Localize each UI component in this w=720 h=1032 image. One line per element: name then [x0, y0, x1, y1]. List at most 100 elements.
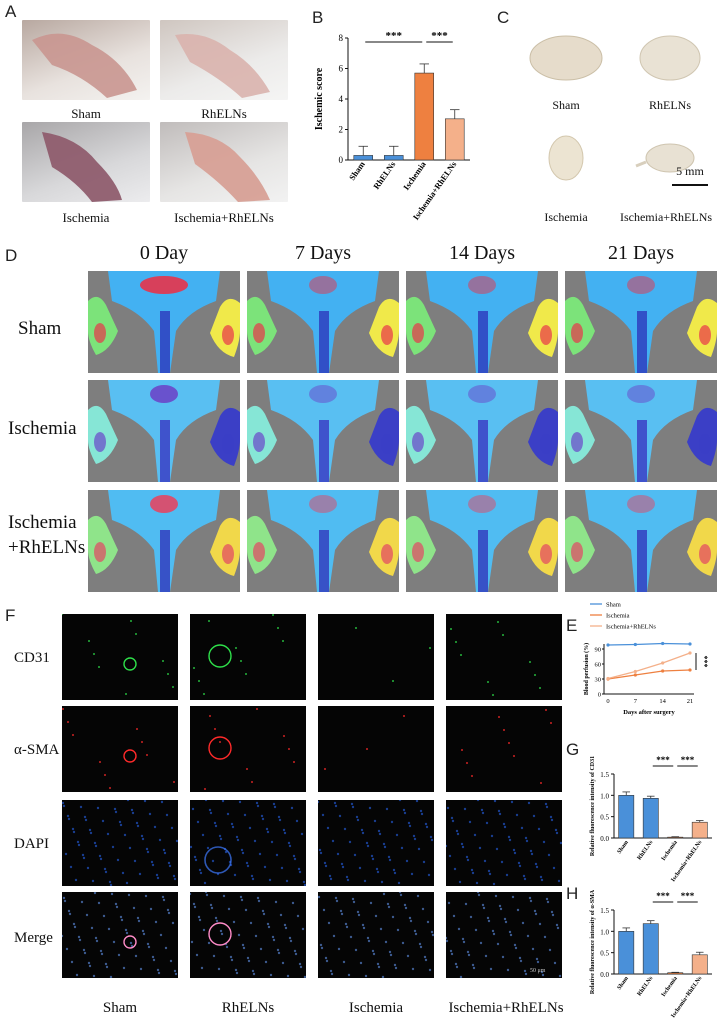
fluorescence-image — [446, 614, 562, 700]
panel-d-label: D — [5, 246, 18, 265]
series-point — [606, 643, 610, 647]
y-axis-label: Blood perfusion (%) — [583, 643, 590, 695]
bar-ischemia — [414, 72, 435, 161]
photo-c-ischemia-rhelns — [626, 118, 714, 198]
x-tick-label: 14 — [659, 698, 666, 705]
legend-label: Sham — [606, 602, 621, 609]
scale-bar-c — [672, 184, 708, 186]
laser-doppler-image — [88, 271, 240, 373]
series-point — [661, 669, 665, 673]
col-d-1: 7 Days — [294, 242, 352, 264]
fluorescence-image — [62, 800, 178, 886]
x-axis-label: Days after surgery — [623, 709, 675, 716]
photo-c-ischemia — [522, 118, 610, 198]
y-tick-label: 0.5 — [600, 950, 609, 958]
laser-doppler-image — [406, 271, 558, 373]
fluorescence-image — [62, 706, 178, 792]
fluorescence-image — [190, 614, 306, 700]
series-point — [633, 642, 637, 647]
row-d-ischemia-rhelns-2: +RhELNs — [8, 537, 86, 558]
caption-c-sham: Sham — [552, 98, 580, 112]
panel-h-label: H — [566, 884, 579, 903]
fluorescence-image — [318, 892, 434, 978]
col-d-0: 0 Day — [139, 242, 189, 264]
caption-c-rhelns: RhELNs — [649, 98, 691, 112]
y-tick-label: 1.0 — [600, 792, 609, 800]
y-axis-label: Relative fluorescence intensity of α-SMA — [590, 889, 596, 994]
x-tick-label: Sham — [617, 840, 630, 855]
bar-rhelns — [383, 155, 404, 161]
caption-c-ischemia-rhelns: Ischemia+RhELNs — [619, 210, 713, 224]
series-line-0 — [607, 642, 691, 646]
y-tick-label: 2 — [339, 125, 344, 135]
bar-rhelns — [642, 798, 659, 839]
significance-label: *** — [681, 891, 695, 901]
row-d-sham: Sham — [18, 318, 62, 339]
legend-label: Ischemia+RhELNs — [606, 624, 656, 631]
significance-label: *** — [681, 755, 695, 765]
y-tick-label: 0.5 — [600, 814, 609, 822]
scale-bar-c-label: 5 mm — [676, 164, 704, 178]
x-tick-label: 7 — [634, 698, 638, 705]
y-tick-label: 1.5 — [600, 907, 609, 915]
laser-doppler-image — [565, 271, 717, 373]
series-point — [688, 642, 692, 646]
series-point — [606, 676, 610, 681]
x-tick-label: RhELNs — [637, 975, 655, 997]
bar-ischemia-rhelns — [691, 821, 708, 839]
laser-doppler-image — [88, 490, 240, 592]
series-point — [633, 669, 637, 674]
y-tick-label: 0 — [339, 155, 344, 165]
fluorescence-image — [318, 706, 434, 792]
x-tick-label: RhELNs — [637, 839, 655, 861]
laser-doppler-image — [247, 490, 399, 592]
bar-sham — [618, 795, 635, 839]
x-tick-label: Ischemia — [401, 159, 428, 192]
caption-a-ischemia: Ischemia — [62, 210, 110, 225]
fluorescence-image — [62, 892, 178, 978]
y-tick-label: 30 — [595, 677, 602, 684]
panel-c-label: C — [497, 8, 510, 27]
fluorescence-image — [190, 706, 306, 792]
photo-c-sham — [522, 22, 610, 94]
panel-a-label: A — [5, 2, 17, 21]
fluorescence-image — [446, 892, 562, 978]
x-tick-label: Sham — [617, 976, 630, 991]
series-point — [661, 661, 665, 665]
y-tick-label: 6 — [339, 64, 344, 74]
chart-g-cd31: 0.0 0.5 1.0 1.5 Relative fluorescence intens… — [590, 755, 712, 883]
series-point — [661, 641, 665, 646]
scale-bar-f-label: 50 μm — [530, 968, 546, 974]
fluorescence-image — [190, 892, 306, 978]
y-axis-label: Relative fluorescence intensity of CD31 — [590, 756, 596, 856]
x-tick-label: Ischemia — [661, 976, 679, 998]
significance-label: *** — [656, 755, 670, 765]
bar-rhelns — [642, 923, 659, 975]
photo-c-rhelns — [626, 22, 714, 94]
x-tick-label: 0 — [606, 698, 609, 705]
chart-h-asma: 0.0 0.5 1.0 1.5 Relative fluorescence intens… — [590, 889, 712, 1019]
significance-label: *** — [431, 30, 448, 42]
caption-a-sham: Sham — [71, 106, 101, 121]
laser-doppler-image — [247, 380, 399, 482]
col-f-ischemia: Ischemia — [348, 1000, 404, 1016]
x-tick-label: Sham — [347, 159, 367, 182]
x-tick-label: 21 — [687, 698, 694, 705]
panel-g-label: G — [566, 740, 580, 759]
bar-ischemia-rhelns — [691, 954, 708, 975]
photo-sham-paw — [22, 20, 150, 100]
bar-sham — [353, 155, 374, 161]
row-f-merge: Merge — [14, 930, 53, 946]
y-tick-label: 8 — [339, 33, 344, 43]
bar-ischemia-rhelns — [444, 118, 465, 161]
photo-ischemia-paw — [22, 122, 150, 202]
y-tick-label: 0.0 — [600, 971, 609, 979]
bar-sham — [618, 931, 635, 975]
photo-rhelns-paw — [160, 20, 288, 100]
y-axis-label: Ischemic score — [314, 67, 325, 130]
photo-ischemia-rhelns-paw — [160, 122, 288, 202]
series-point — [633, 673, 637, 677]
bar-ischemia — [667, 972, 684, 975]
significance-label: *** — [386, 30, 403, 42]
y-tick-label: 0 — [598, 692, 601, 699]
